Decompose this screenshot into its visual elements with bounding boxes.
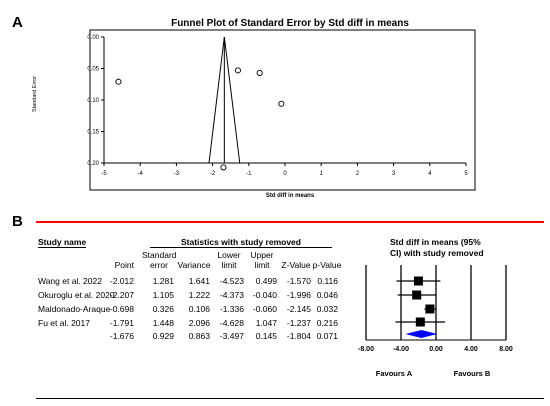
cell-se: 1.105 — [152, 290, 174, 300]
cell-point: -0.698 — [109, 304, 134, 314]
cell-lower: -4.628 — [219, 318, 244, 328]
cell-lower: -4.373 — [219, 290, 244, 300]
funnel-left-limit — [208, 36, 225, 164]
funnel-y-label: Standard Error — [32, 76, 38, 112]
cell-upper: -0.040 — [252, 290, 277, 300]
cell-lower: -1.336 — [219, 304, 244, 314]
cell-se: 0.326 — [152, 304, 174, 314]
cell-study: Wang et al. 2022 — [38, 276, 102, 286]
cell-zvalue: -1.237 — [286, 318, 311, 328]
funnel-point — [256, 69, 263, 76]
cell-study: Fu et al. 2017 — [38, 318, 90, 328]
favours-b-label: Favours B — [454, 369, 491, 378]
funnel-x-tick-label: 4 — [428, 171, 432, 177]
funnel-y-tick-label: 0.20 — [87, 161, 99, 167]
cell-variance: 0.106 — [188, 304, 210, 314]
header-zvalue: Z-Value — [281, 260, 311, 270]
funnel-x-tick-label: 1 — [320, 171, 324, 177]
funnel-point — [278, 100, 285, 107]
funnel-title: Funnel Plot of Standard Error by Std dif… — [171, 18, 409, 29]
funnel-x-tick-label: -4 — [138, 171, 144, 177]
cell-se: 0.929 — [152, 331, 174, 341]
forest-title-line-1: Std diff in means (95% — [390, 237, 481, 247]
cell-upper: 0.145 — [255, 331, 277, 341]
header-se-1: Standard — [142, 250, 177, 260]
header-lower-1: Lower — [217, 250, 241, 260]
header-variance: Variance — [177, 260, 211, 270]
forest-point-marker — [413, 276, 423, 286]
cell-pvalue: 0.032 — [316, 304, 338, 314]
forest-x-tick-label: -4.00 — [393, 346, 409, 353]
panel-b-letter: B — [12, 213, 23, 230]
funnel-x-label: Std diff in means — [266, 193, 315, 199]
funnel-x-tick-label: 5 — [464, 171, 468, 177]
cell-se: 1.281 — [152, 276, 174, 286]
cell-pvalue: 0.216 — [316, 318, 338, 328]
cell-variance: 2.096 — [188, 318, 210, 328]
divider-bottom — [36, 398, 544, 399]
forest-point-marker — [412, 290, 422, 300]
cell-variance: 0.863 — [188, 331, 210, 341]
forest-point-marker — [415, 317, 425, 327]
cell-lower: -4.523 — [219, 276, 244, 286]
forest-x-tick-label: 4.00 — [464, 346, 478, 353]
forest-x-tick-label: 8.00 — [499, 346, 513, 353]
cell-lower: -3.497 — [219, 331, 244, 341]
funnel-point — [115, 78, 122, 85]
header-pvalue: p-Value — [312, 260, 342, 270]
favours-a-label: Favours A — [376, 369, 413, 378]
funnel-x-tick-label: -3 — [174, 171, 180, 177]
cell-variance: 1.641 — [188, 276, 210, 286]
header-se-2: error — [150, 260, 168, 270]
funnel-y-tick-label: 0.05 — [87, 67, 99, 73]
panel-a-letter: A — [12, 14, 23, 31]
cell-zvalue: -1.570 — [286, 276, 311, 286]
funnel-right-limit — [223, 36, 241, 164]
cell-pvalue: 0.116 — [317, 276, 338, 286]
funnel-x-tick-label: -1 — [246, 171, 252, 177]
funnel-x-tick-label: -2 — [210, 171, 216, 177]
cell-point: -2.012 — [109, 276, 134, 286]
funnel-plot-frame — [89, 29, 476, 191]
header-point: Point — [114, 260, 134, 270]
forest-summary-diamond — [405, 330, 438, 338]
cell-pvalue: 0.071 — [316, 331, 338, 341]
cell-variance: 1.222 — [188, 290, 210, 300]
cell-upper: -0.060 — [252, 304, 277, 314]
cell-study: Okuroglu et al. 2020 — [38, 290, 115, 300]
forest-title-line-2: CI) with study removed — [390, 248, 484, 258]
funnel-x-tick-label: 0 — [283, 171, 287, 177]
cell-zvalue: -2.145 — [286, 304, 311, 314]
cell-upper: 1.047 — [255, 318, 277, 328]
forest-x-tick-label: 0.00 — [429, 346, 443, 353]
cell-se: 1.448 — [152, 318, 174, 328]
funnel-x-tick-label: 2 — [356, 171, 360, 177]
cell-point: -1.676 — [109, 331, 134, 341]
cell-point: -1.791 — [109, 318, 134, 328]
divider-red — [36, 221, 544, 223]
cell-zvalue: -1.804 — [286, 331, 311, 341]
forest-x-tick-label: -8.00 — [358, 346, 374, 353]
cell-zvalue: -1.996 — [286, 290, 311, 300]
header-upper-1: Upper — [250, 250, 274, 260]
cell-point: -2.207 — [109, 290, 134, 300]
header-study-name: Study name — [38, 237, 87, 248]
funnel-plot: Funnel Plot of Standard Error by Std dif… — [32, 18, 476, 199]
forest-point-marker — [425, 304, 435, 314]
cell-pvalue: 0.046 — [316, 290, 338, 300]
funnel-y-tick-label: 0.00 — [87, 35, 99, 41]
header-upper-2: limit — [254, 260, 270, 270]
cell-study: Maldonado-Araque — [38, 304, 111, 314]
cell-upper: 0.499 — [255, 276, 277, 286]
funnel-point — [220, 164, 227, 171]
funnel-y-tick-label: 0.10 — [87, 98, 99, 104]
header-lower-2: limit — [221, 260, 237, 270]
header-group-title: Statistics with study removed — [150, 237, 332, 248]
funnel-x-tick-label: 3 — [392, 171, 396, 177]
funnel-x-tick-label: -5 — [101, 171, 107, 177]
funnel-y-tick-label: 0.15 — [87, 130, 99, 136]
funnel-point — [234, 67, 241, 74]
